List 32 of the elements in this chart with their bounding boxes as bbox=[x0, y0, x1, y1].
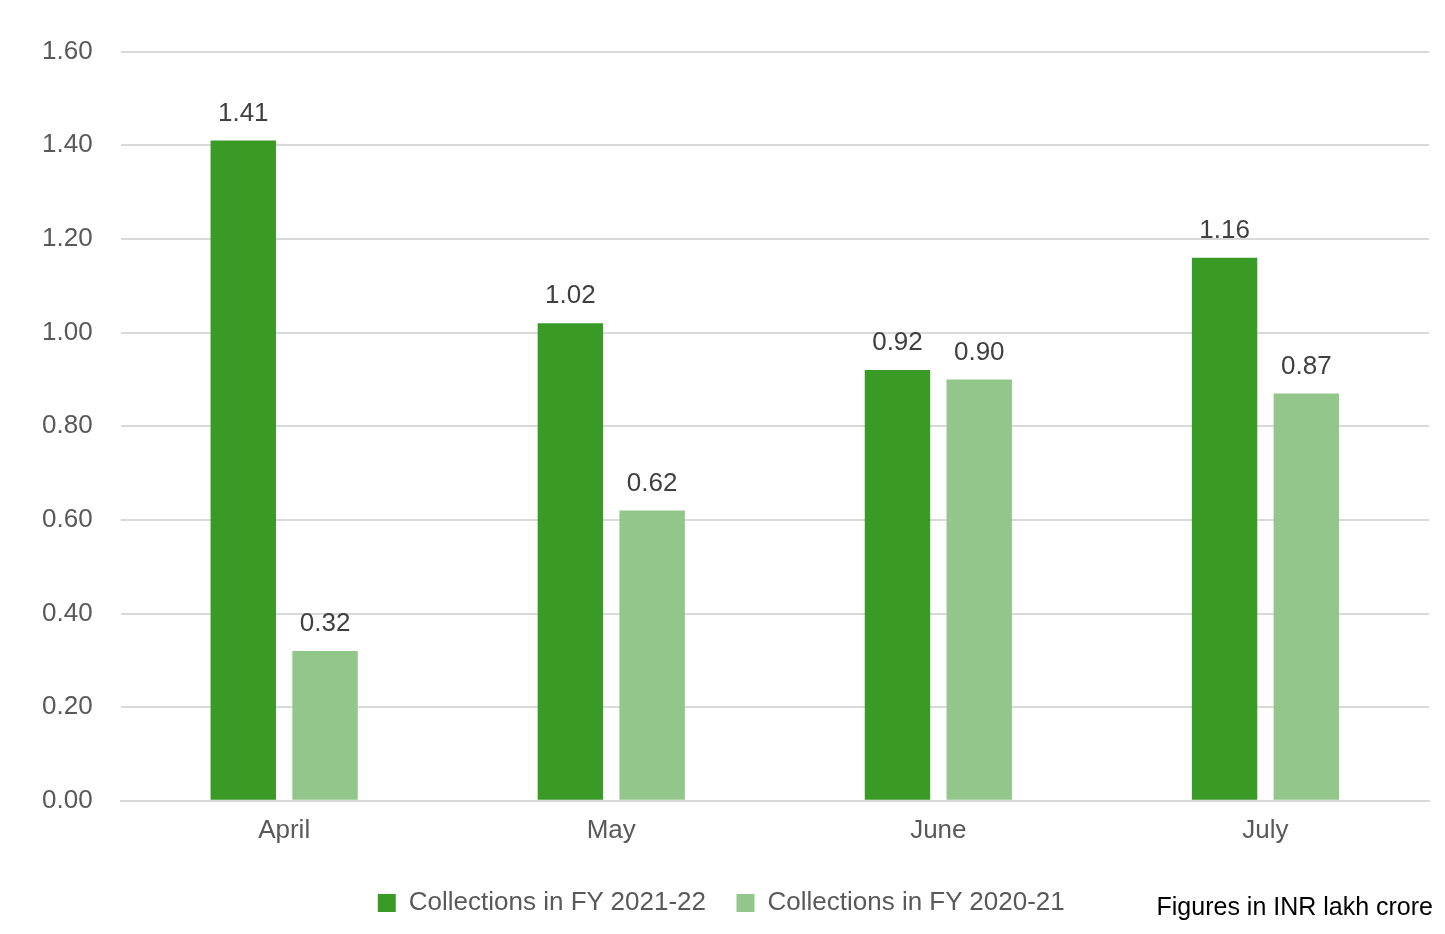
y-tick-label: 0.60 bbox=[41, 503, 93, 534]
legend-label: Collections in FY 2020-21 bbox=[767, 886, 1065, 917]
data-label: 0.92 bbox=[872, 326, 923, 357]
y-tick-label: 1.40 bbox=[41, 128, 93, 159]
y-tick-label: 0.80 bbox=[41, 409, 93, 440]
bar bbox=[537, 323, 604, 800]
y-tick-label: 1.60 bbox=[41, 34, 93, 65]
bar bbox=[946, 379, 1012, 800]
y-tick-label: 1.00 bbox=[41, 315, 93, 346]
data-label: 1.02 bbox=[545, 279, 596, 310]
legend-label: Collections in FY 2021-22 bbox=[408, 886, 707, 917]
data-label: 1.16 bbox=[1199, 213, 1250, 244]
bar bbox=[864, 370, 931, 800]
x-tick-label: July bbox=[1242, 813, 1289, 844]
bar bbox=[619, 510, 685, 800]
bar bbox=[292, 650, 358, 800]
data-label: 0.90 bbox=[953, 335, 1005, 366]
y-tick-label: 0.20 bbox=[41, 690, 93, 721]
data-label: 0.87 bbox=[1281, 349, 1332, 380]
x-tick-label: May bbox=[586, 813, 636, 844]
data-label: 0.32 bbox=[299, 607, 351, 638]
y-tick-label: 0.40 bbox=[41, 596, 93, 627]
data-label: 0.62 bbox=[626, 466, 678, 497]
data-label: 1.41 bbox=[217, 96, 269, 127]
y-tick-label: 1.20 bbox=[41, 222, 93, 253]
bar bbox=[210, 140, 276, 800]
y-tick-label: 0.00 bbox=[41, 783, 93, 814]
bar bbox=[1191, 257, 1258, 800]
x-tick-label: April bbox=[258, 813, 311, 844]
bar bbox=[1273, 393, 1340, 800]
x-tick-label: June bbox=[910, 813, 967, 844]
text: Figures in INR lakh crore bbox=[1156, 891, 1433, 920]
